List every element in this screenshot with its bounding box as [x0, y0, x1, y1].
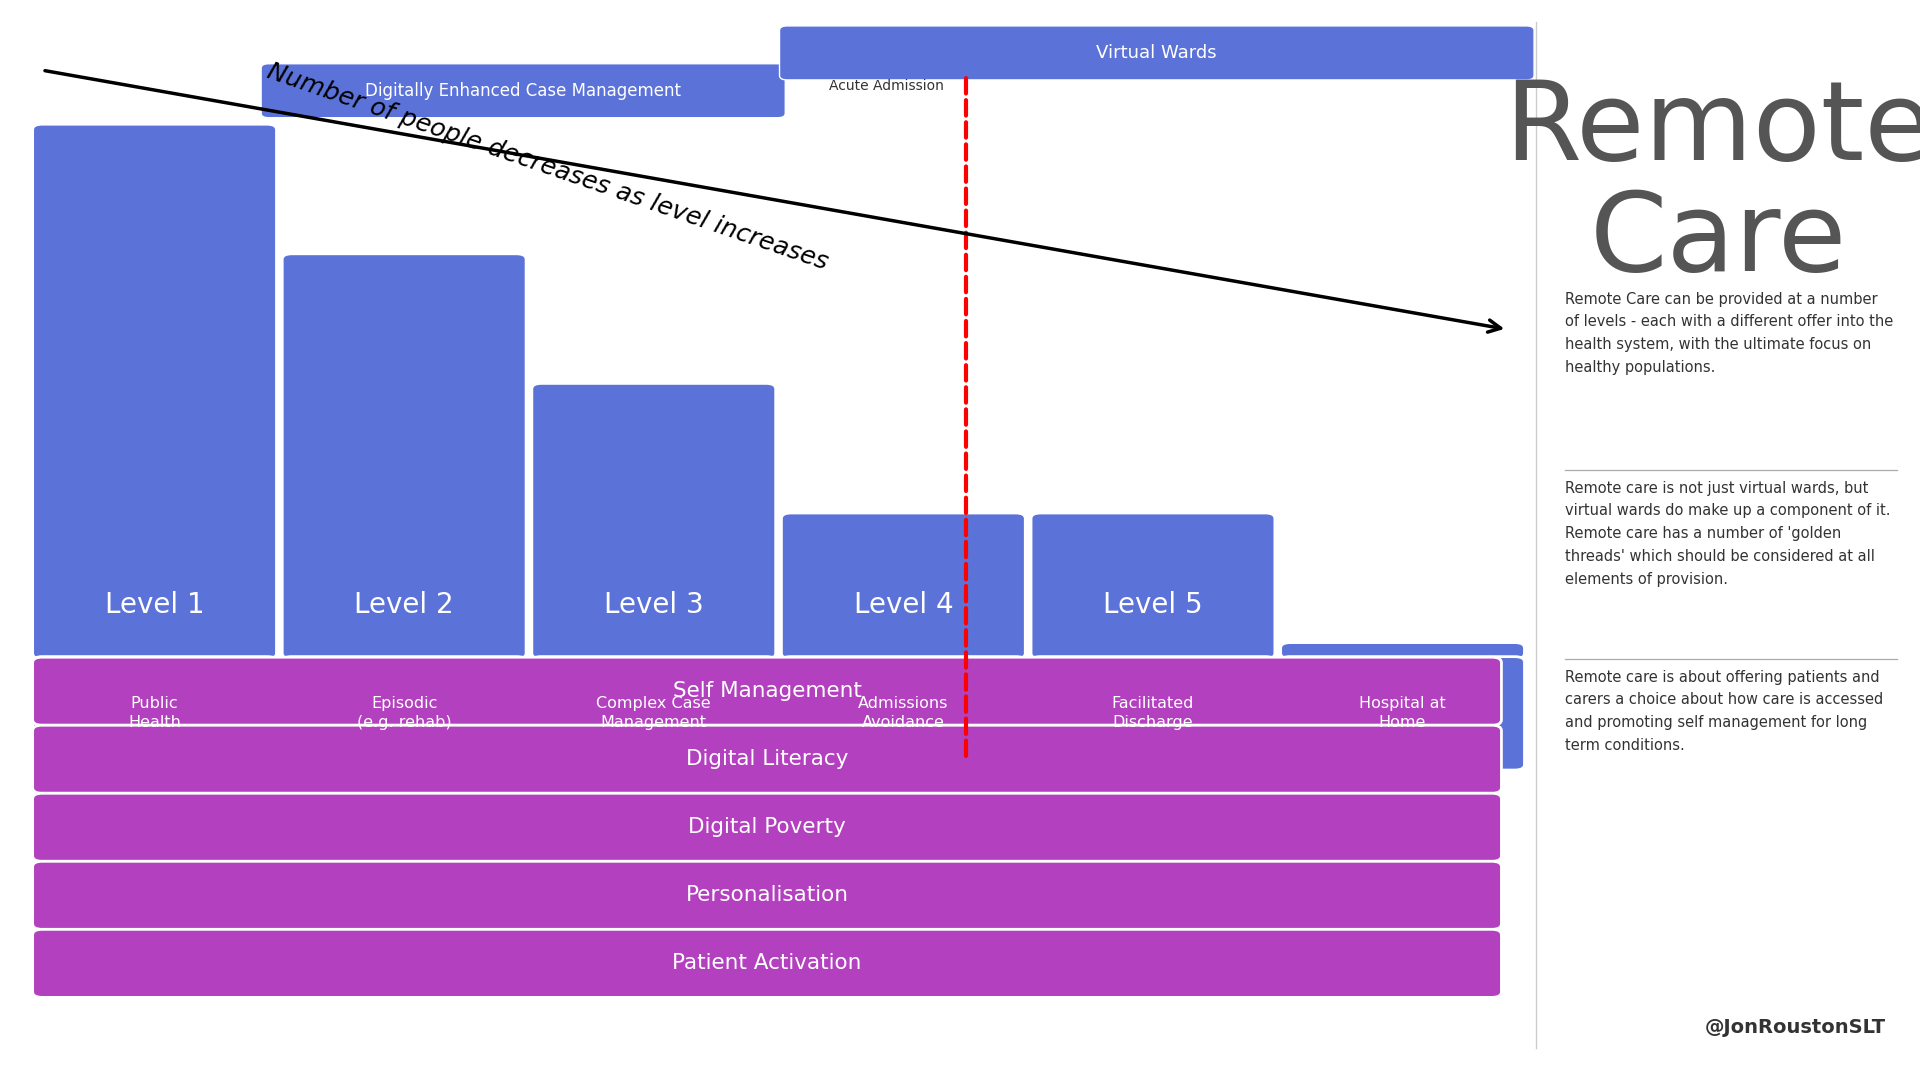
FancyBboxPatch shape: [261, 64, 785, 118]
Text: Level 6: Level 6: [1354, 591, 1452, 619]
FancyArrowPatch shape: [44, 70, 1501, 333]
Text: Level 2: Level 2: [355, 591, 453, 619]
Text: Level 3: Level 3: [605, 591, 703, 619]
Text: Remote Care can be provided at a number
of levels - each with a different offer : Remote Care can be provided at a number …: [1565, 292, 1893, 375]
Text: Remote care is not just virtual wards, but
virtual wards do make up a component : Remote care is not just virtual wards, b…: [1565, 481, 1891, 586]
Text: Level 4: Level 4: [854, 591, 952, 619]
FancyBboxPatch shape: [532, 383, 776, 659]
FancyBboxPatch shape: [1281, 657, 1524, 770]
Text: Personalisation: Personalisation: [685, 886, 849, 905]
Text: Hospital at
Home: Hospital at Home: [1359, 697, 1446, 730]
FancyBboxPatch shape: [33, 929, 1501, 998]
Text: Digital Literacy: Digital Literacy: [685, 750, 849, 769]
FancyBboxPatch shape: [1281, 643, 1524, 659]
Text: Digitally Enhanced Case Management: Digitally Enhanced Case Management: [365, 82, 682, 99]
FancyBboxPatch shape: [33, 657, 276, 770]
Text: Digital Poverty: Digital Poverty: [687, 818, 847, 837]
FancyBboxPatch shape: [780, 26, 1534, 80]
Text: Admissions
Avoidance: Admissions Avoidance: [858, 697, 948, 730]
FancyBboxPatch shape: [532, 657, 776, 770]
Text: Remote
Care: Remote Care: [1503, 76, 1920, 294]
Text: Level 1: Level 1: [106, 591, 204, 619]
FancyBboxPatch shape: [33, 124, 276, 659]
Text: Virtual Wards: Virtual Wards: [1096, 44, 1217, 62]
FancyBboxPatch shape: [282, 657, 526, 770]
Text: Number of people decreases as level increases: Number of people decreases as level incr…: [263, 59, 831, 275]
Text: Episodic
(e.g. rehab): Episodic (e.g. rehab): [357, 697, 451, 730]
Text: Self Management: Self Management: [672, 681, 862, 701]
FancyBboxPatch shape: [781, 513, 1025, 659]
Text: Facilitated
Discharge: Facilitated Discharge: [1112, 697, 1194, 730]
FancyBboxPatch shape: [1031, 657, 1275, 770]
FancyBboxPatch shape: [33, 726, 1501, 793]
Text: Public
Health: Public Health: [129, 697, 180, 730]
Text: Remote care is about offering patients and
carers a choice about how care is acc: Remote care is about offering patients a…: [1565, 670, 1884, 753]
Text: Complex Case
Management: Complex Case Management: [597, 697, 710, 730]
FancyBboxPatch shape: [33, 862, 1501, 929]
FancyBboxPatch shape: [1031, 513, 1275, 659]
Text: Patient Activation: Patient Activation: [672, 954, 862, 973]
FancyBboxPatch shape: [282, 254, 526, 659]
FancyBboxPatch shape: [33, 793, 1501, 862]
FancyBboxPatch shape: [781, 657, 1025, 770]
FancyBboxPatch shape: [33, 657, 1501, 726]
Text: Acute Admission: Acute Admission: [829, 79, 945, 93]
Text: Level 5: Level 5: [1104, 591, 1202, 619]
Text: @JonRoustonSLT: @JonRoustonSLT: [1705, 1017, 1885, 1037]
